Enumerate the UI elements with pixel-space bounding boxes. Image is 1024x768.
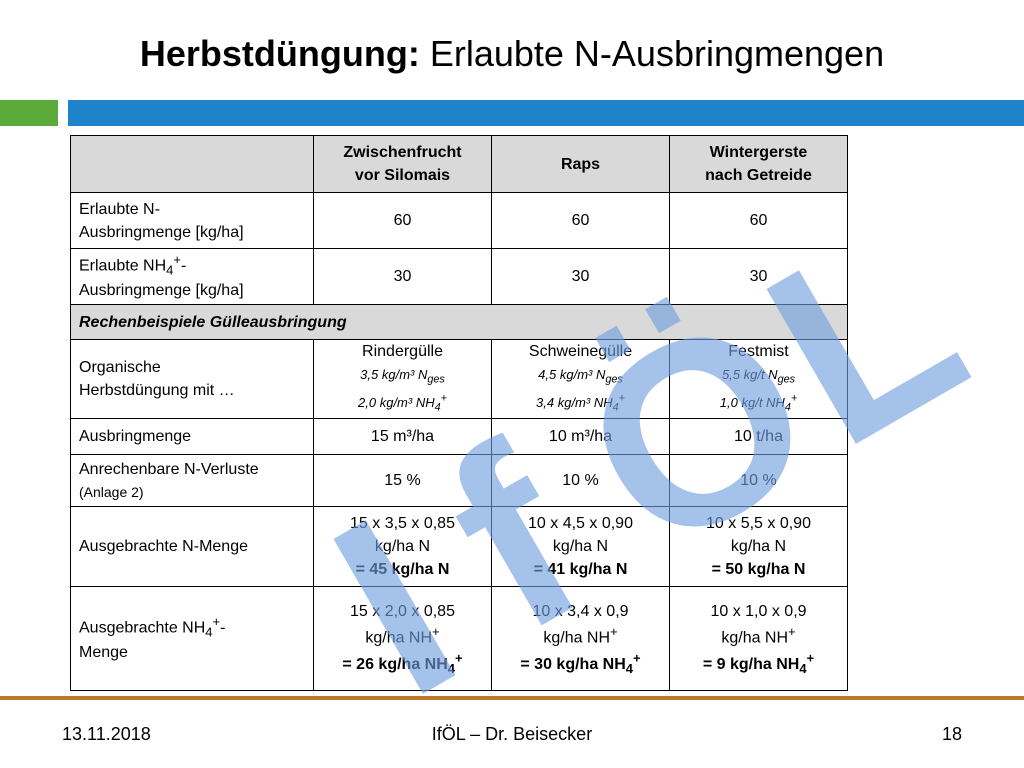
footer-page-number: 18 [941,724,962,744]
cell-value: 10 % [491,454,670,507]
calc-cell: 10 x 5,5 x 0,90 kg/ha N = 50 kg/ha N [669,506,848,587]
title-rest: Erlaubte N-Ausbringmengen [419,33,885,74]
table-row: Organische Herbstdüngung mit … Rindergüll… [70,339,848,419]
table-row: Ausgebrachte N-Menge 15 x 3,5 x 0,85 kg/h… [70,506,848,587]
organic-cell-festmist: Festmist 5,5 kg/t Nges 1,0 kg/t NH4+ [669,339,848,419]
header-wintergerste: Wintergerste nach Getreide [669,135,848,193]
cell-value: 60 [669,192,848,249]
table-row: Anrechenbare N-Verluste (Anlage 2) 15 % 1… [70,454,848,507]
cell-value: 30 [491,248,670,305]
table-row: Ausgebrachte NH4+- Menge 15 x 2,0 x 0,85 k… [70,586,848,691]
footer-author: IfÖL – Dr. Beisecker [431,724,593,744]
footer-date: 13.11.2018 [62,724,151,744]
cell-value: 30 [313,248,492,305]
cell-value: 10 % [669,454,848,507]
cell-value: 60 [313,192,492,249]
organic-cell-schweinegulle: Schweinegülle 4,5 kg/m³ Nges 3,4 kg/m³ N… [491,339,670,419]
calc-cell: 15 x 3,5 x 0,85 kg/ha N = 45 kg/ha N [313,506,492,587]
cell-value: 30 [669,248,848,305]
page-title: Herbstdüngung: Erlaubte N-Ausbringmengen [0,28,1024,80]
row-label-n-menge: Ausgebrachte N-Menge [70,506,314,587]
accent-bar-blue [68,100,1024,126]
table-row: Erlaubte NH4+- Ausbringmenge [kg/ha] 30 3… [70,248,848,305]
table-row: Erlaubte N- Ausbringmenge [kg/ha] 60 60 6… [70,192,848,249]
table-header-row: Zwischenfrucht vor Silomais Raps Winterge… [70,135,848,193]
cell-value: 15 m³/ha [313,418,492,455]
accent-bar-green [0,100,58,126]
cell-value: 10 t/ha [669,418,848,455]
section-row: Rechenbeispiele Gülleausbringung [70,304,848,340]
row-label-n: Erlaubte N- Ausbringmenge [kg/ha] [70,192,314,249]
header-empty-cell [70,135,314,193]
row-label-ausbringmenge: Ausbringmenge [70,418,314,455]
row-label-organic: Organische Herbstdüngung mit … [70,339,314,419]
row-label-nh4-menge: Ausgebrachte NH4+- Menge [70,586,314,691]
cell-value: 60 [491,192,670,249]
calc-cell: 10 x 4,5 x 0,90 kg/ha N = 41 kg/ha N [491,506,670,587]
cell-value: 15 % [313,454,492,507]
row-label-verluste: Anrechenbare N-Verluste (Anlage 2) [70,454,314,507]
header-zwischenfrucht: Zwischenfrucht vor Silomais [313,135,492,193]
title-bold: Herbstdüngung: [139,33,420,74]
organic-cell-rindergulle: Rindergülle 3,5 kg/m³ Nges 2,0 kg/m³ NH4… [313,339,492,419]
header-raps: Raps [491,135,670,193]
calc-cell: 10 x 3,4 x 0,9 kg/ha NH+ = 30 kg/ha NH4+ [491,586,670,691]
row-label-nh4: Erlaubte NH4+- Ausbringmenge [kg/ha] [70,248,314,305]
calc-cell: 10 x 1,0 x 0,9 kg/ha NH+ = 9 kg/ha NH4+ [669,586,848,691]
fertilizer-table: Zwischenfrucht vor Silomais Raps Winterge… [70,135,848,691]
calc-cell: 15 x 2,0 x 0,85 kg/ha NH+ = 26 kg/ha NH4+ [313,586,492,691]
table-row: Ausbringmenge 15 m³/ha 10 m³/ha 10 t/ha [70,418,848,455]
footer-divider [0,696,1024,700]
cell-value: 10 m³/ha [491,418,670,455]
section-title: Rechenbeispiele Gülleausbringung [70,304,848,340]
